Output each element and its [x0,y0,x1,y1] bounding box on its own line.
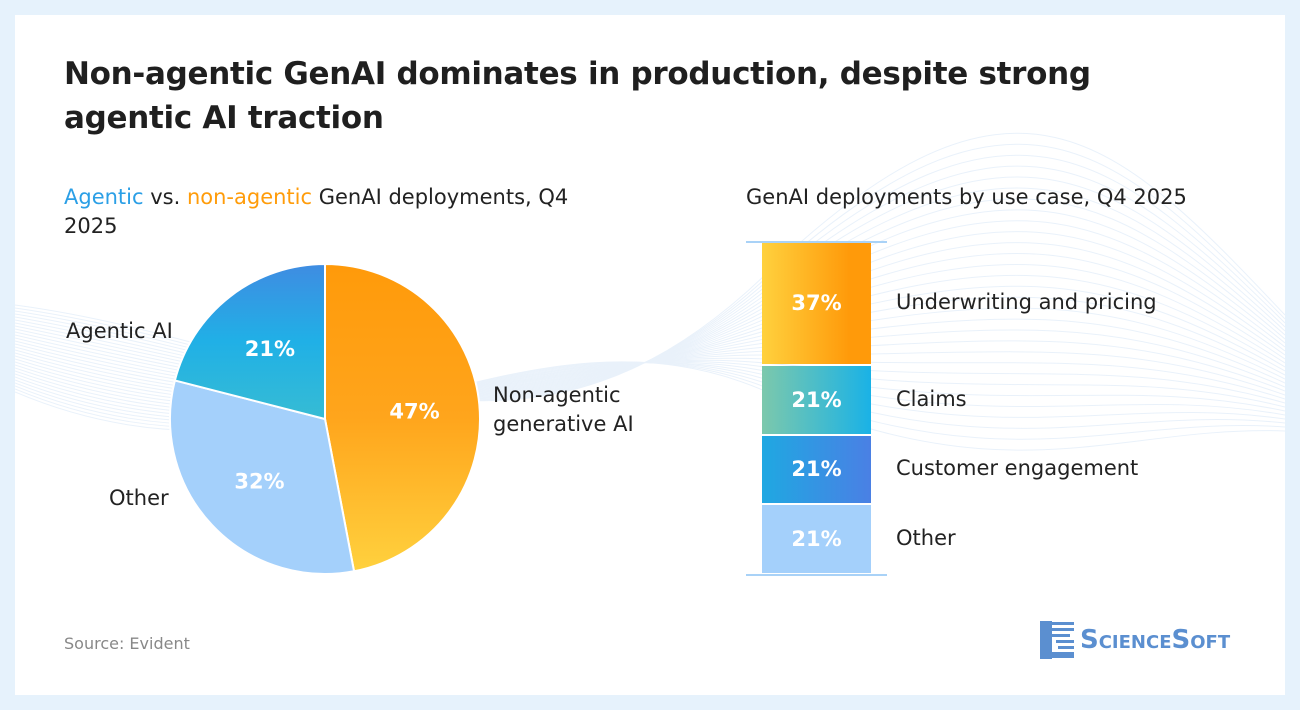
bar-segment: 21% [762,505,871,573]
pie-data-label: 21% [245,337,295,361]
logo-icon [1040,621,1074,659]
bar-segment: 21% [762,435,871,504]
pie-label-other: Other [109,486,169,510]
pie-label-nonagentic: Non-agentic generative AI [493,383,634,436]
bar-subtitle: GenAI deployments by use case, Q4 2025 [746,185,1187,209]
pie-slice [173,262,326,421]
bar-bottom-line [746,574,887,576]
pie-subtitle: Agentic vs. non-agentic GenAI deployment… [64,183,624,241]
logo-text: ScienceSoft [1080,625,1231,655]
pie-data-label: 32% [234,470,284,494]
subtitle-nonagentic: non-agentic [186,185,313,209]
subtitle-agentic: Agentic [64,185,144,209]
bar-segment-label: Claims [896,386,967,411]
page-title: Non-agentic GenAI dominates in productio… [64,56,1091,136]
bar-segment-label: Underwriting and pricing [896,290,1157,315]
infographic-card: Non-agentic GenAI dominates in productio… [15,15,1285,695]
pie-slice [324,262,482,573]
pie-chart: 47% 32% 21% [169,262,482,575]
sciencesoft-logo: ScienceSoft [1040,621,1230,659]
bar-segment-label: Other [896,526,956,551]
source-note: Source: Evident [64,634,190,653]
subtitle-vs: vs. [143,185,187,209]
bar-top-line [746,241,887,243]
bar-segment-label: Customer engagement [896,456,1139,481]
pie-label-agentic: Agentic AI [66,319,173,343]
pie-data-label: 47% [389,400,439,424]
subtitle-rest: GenAI deployments, Q4 2025 [64,185,569,238]
bar-segment: 37% [762,243,871,364]
bar-segment: 21% [762,365,871,434]
pie-slice [169,379,356,575]
